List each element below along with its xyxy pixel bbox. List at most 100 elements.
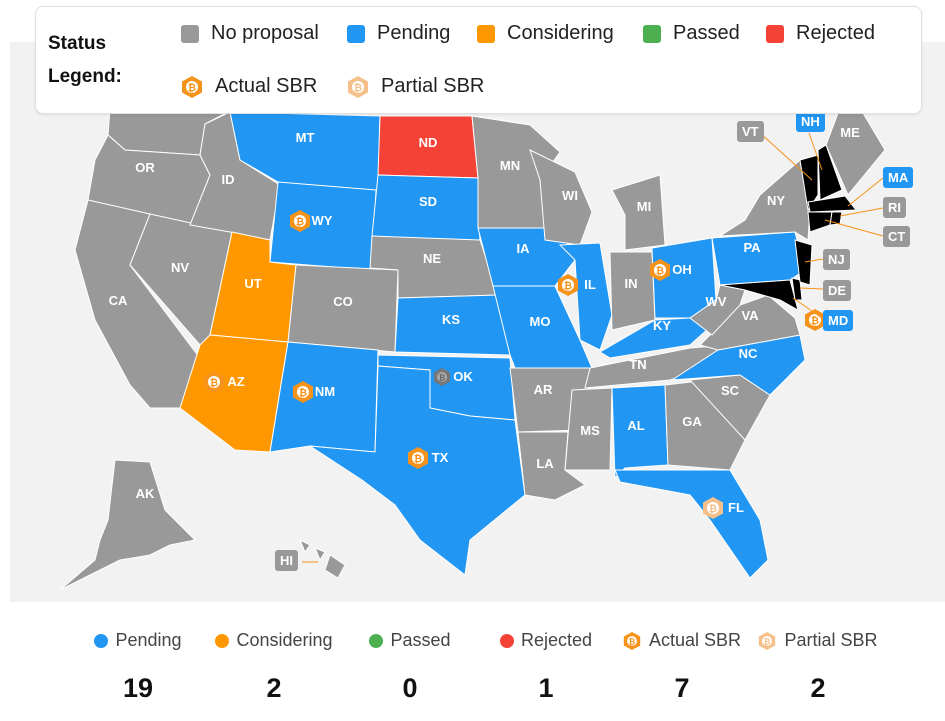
state-nh[interactable] xyxy=(817,144,843,201)
summary-partial-sbr: Partial SBR 2 xyxy=(750,630,886,704)
state-label-ca: CA xyxy=(109,293,128,308)
bitcoin-icon xyxy=(759,631,776,650)
legend-item-no-proposal: No proposal xyxy=(181,22,319,45)
summary-rejected: Rejected 1 xyxy=(478,630,614,704)
state-label-az: AZ xyxy=(227,374,244,389)
state-label-mt: MT xyxy=(296,130,315,145)
state-label-sd: SD xyxy=(419,194,437,209)
callout-nj[interactable]: NJ xyxy=(823,249,850,270)
legend-label: Passed xyxy=(673,22,740,44)
summary-label-text: Actual SBR xyxy=(648,630,742,650)
legend-item-rejected: Rejected xyxy=(766,22,875,45)
state-label-ak: AK xyxy=(136,486,155,501)
callout-ma[interactable]: MA xyxy=(883,167,914,188)
status-dot xyxy=(499,633,514,648)
summary-pending: Pending 19 xyxy=(70,630,206,704)
state-label-mi: MI xyxy=(637,199,651,214)
state-label-id: ID xyxy=(222,172,235,187)
state-vt[interactable] xyxy=(799,154,819,212)
state-label-fl: FL xyxy=(728,500,744,515)
no-proposal-swatch xyxy=(181,24,199,43)
state-label-pa: PA xyxy=(743,240,761,255)
state-label-ky: KY xyxy=(653,318,671,333)
summary-label-text: Considering xyxy=(236,630,333,650)
summary-label: Considering xyxy=(215,630,333,651)
state-me[interactable] xyxy=(825,107,886,196)
callout-de[interactable]: DE xyxy=(823,280,852,301)
summary-label: Partial SBR xyxy=(758,630,878,651)
state-fl[interactable] xyxy=(614,469,769,579)
state-ct[interactable] xyxy=(807,211,833,233)
callout-ct[interactable]: CT xyxy=(883,226,911,247)
state-hi[interactable] xyxy=(299,538,346,579)
summary-count: 7 xyxy=(674,673,690,703)
summary-passed: Passed 0 xyxy=(342,630,478,704)
legend-item-actual-sbr: Actual SBR xyxy=(181,75,317,98)
summary-label-text: Rejected xyxy=(520,630,593,650)
state-tx[interactable] xyxy=(309,365,526,576)
state-label-ok: OK xyxy=(453,369,473,384)
state-label-sc: SC xyxy=(721,383,740,398)
summary-label-text: Pending xyxy=(115,630,182,650)
state-in[interactable] xyxy=(609,251,656,331)
summary-count: 19 xyxy=(122,673,154,703)
considering-swatch xyxy=(477,24,495,43)
state-label-ut: UT xyxy=(244,276,261,291)
bitcoin-actual-icon xyxy=(805,309,825,331)
state-label-nc: NC xyxy=(739,346,758,361)
state-label-nm: NM xyxy=(315,384,335,399)
status-legend: Status Legend: No proposal Pending Consi… xyxy=(35,6,922,114)
callout-nh[interactable]: NH xyxy=(796,111,825,132)
state-de[interactable] xyxy=(791,277,803,301)
state-al[interactable] xyxy=(611,384,669,480)
summary-label: Pending xyxy=(94,630,182,651)
summary-count: 1 xyxy=(538,673,554,703)
summary-label-text: Partial SBR xyxy=(784,630,878,650)
state-label-mn: MN xyxy=(500,158,520,173)
summary-count: 2 xyxy=(266,673,282,703)
summary-considering: Considering 2 xyxy=(206,630,342,704)
state-label-wv: WV xyxy=(706,294,727,309)
state-label-ia: IA xyxy=(517,241,531,256)
state-label-wi: WI xyxy=(562,188,578,203)
state-label-me: ME xyxy=(840,125,860,140)
state-label-il: IL xyxy=(584,277,596,292)
state-ms[interactable] xyxy=(564,387,613,471)
legend-label: No proposal xyxy=(211,22,319,44)
state-label-ms: MS xyxy=(580,423,600,438)
state-mi[interactable] xyxy=(611,174,666,251)
state-label-ar: AR xyxy=(534,382,553,397)
callout-ri[interactable]: RI xyxy=(883,197,906,218)
callout-vt[interactable]: VT xyxy=(737,121,764,142)
state-label-tn: TN xyxy=(629,357,646,372)
callout-hi[interactable]: HI xyxy=(275,550,298,571)
state-label-al: AL xyxy=(627,418,644,433)
rejected-swatch xyxy=(766,24,784,43)
legend-title-line2: Legend: xyxy=(48,66,122,87)
legend-label: Pending xyxy=(377,22,451,44)
state-sd[interactable] xyxy=(371,174,481,246)
state-label-va: VA xyxy=(741,308,759,323)
state-nj[interactable] xyxy=(794,239,813,286)
state-label-ne: NE xyxy=(423,251,441,266)
bitcoin-icon xyxy=(623,631,641,650)
state-label-co: CO xyxy=(333,294,353,309)
state-label-ks: KS xyxy=(442,312,460,327)
state-label-nv: NV xyxy=(171,260,189,275)
legend-label: Considering xyxy=(507,22,614,44)
state-label-oh: OH xyxy=(672,262,692,277)
state-il[interactable] xyxy=(558,242,613,351)
state-ak[interactable] xyxy=(59,459,197,591)
summary-label: Actual SBR xyxy=(623,630,741,651)
state-ny[interactable] xyxy=(718,159,811,241)
state-md[interactable] xyxy=(719,279,799,312)
legend-item-passed: Passed xyxy=(643,22,740,45)
state-ma[interactable] xyxy=(807,195,857,213)
state-label-ga: GA xyxy=(682,414,702,429)
state-label-wy: WY xyxy=(312,213,333,228)
summary-label: Passed xyxy=(369,630,451,651)
status-summary: Pending 19 Considering 2 Passed 0 Rejected 1 Act… xyxy=(0,630,945,721)
status-dot xyxy=(215,633,230,648)
legend-label: Actual SBR xyxy=(215,75,318,97)
callout-md[interactable]: MD xyxy=(823,310,854,331)
